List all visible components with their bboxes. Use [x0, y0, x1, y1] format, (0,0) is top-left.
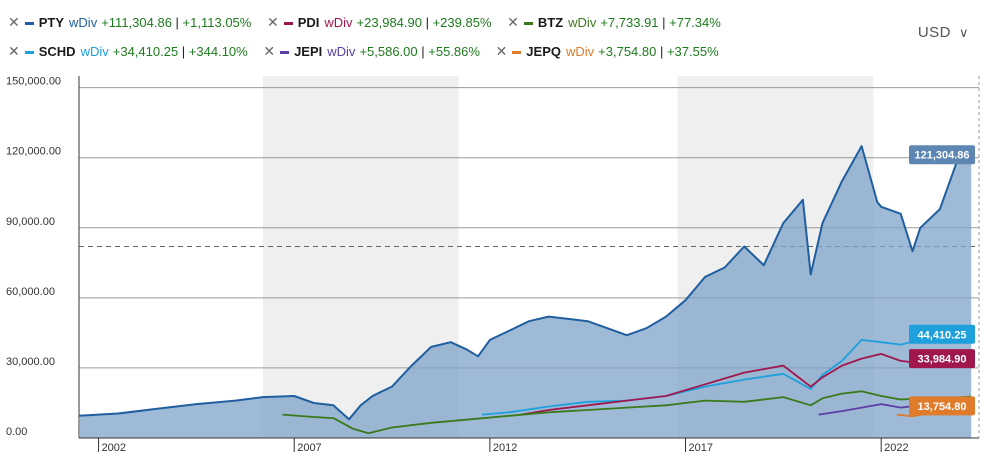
legend-ticker: JEPI — [294, 44, 323, 59]
legend-ticker: PTY — [38, 15, 65, 30]
series-swatch — [523, 22, 533, 26]
x-tick-label: 2007 — [297, 442, 321, 454]
legend-pct: +55.86% — [428, 44, 480, 59]
legend-change: +3,754.80 — [598, 44, 657, 59]
remove-series-icon[interactable]: ✕ — [507, 14, 519, 30]
remove-series-icon[interactable]: ✕ — [263, 43, 276, 59]
legend-pct: +37.55% — [666, 44, 719, 59]
series-swatch — [512, 51, 522, 55]
y-tick-label: 120,000.00 — [6, 146, 61, 158]
legend-item-btz[interactable]: ✕ BTZ wDiv +7,733.91 | +77.34% — [507, 14, 721, 30]
value-flag: 44,410.25 — [909, 324, 975, 344]
series-swatch — [283, 22, 293, 26]
series-swatch — [24, 51, 34, 55]
legend-ticker: BTZ — [537, 15, 564, 30]
value-flag-box — [909, 324, 975, 344]
legend-change: +111,304.86 — [101, 15, 172, 30]
value-flag-label: 121,304.86 — [914, 150, 969, 162]
series-line-pty — [78, 145, 972, 421]
currency-label: USD — [917, 24, 951, 41]
legend-change: +5,586.00 — [359, 44, 418, 59]
legend-change: +7,733.91 — [600, 15, 659, 30]
x-tick-label: 2022 — [884, 442, 908, 454]
value-flag-box — [909, 396, 975, 416]
series-line-pdi — [521, 353, 972, 416]
legend-div: wDiv — [565, 44, 595, 59]
legend-item-jepi[interactable]: ✕ JEPI wDiv +5,586.00 | +55.86% — [263, 43, 480, 59]
legend-div: wDiv — [80, 44, 109, 59]
legend-pct: +344.10% — [188, 44, 248, 59]
legend-ticker: PDI — [297, 15, 320, 30]
value-flag-label: 13,754.80 — [918, 401, 967, 413]
y-tick-label: 60,000.00 — [6, 286, 55, 298]
y-tick-label: 30,000.00 — [6, 356, 55, 368]
legend-pct: +239.85% — [432, 15, 492, 30]
x-tick-label: 2002 — [102, 442, 126, 454]
legend-div: wDiv — [324, 15, 353, 30]
currency-selector[interactable]: USD ∨ — [918, 24, 969, 41]
legend-item-jepq[interactable]: ✕ JEPQ wDiv +3,754.80 | +37.55% — [495, 43, 719, 59]
value-flag: 121,304.86 — [909, 145, 975, 165]
legend-ticker: SCHD — [38, 44, 76, 59]
legend-ticker: JEPQ — [526, 44, 561, 59]
legend-pct: +1,113.05% — [182, 15, 252, 30]
series-swatch — [24, 22, 34, 26]
remove-series-icon[interactable]: ✕ — [495, 43, 508, 59]
legend-change: +23,984.90 — [356, 15, 422, 30]
y-tick-label: 150,000.00 — [6, 76, 61, 88]
value-flag-box — [909, 145, 975, 165]
legend-pct: +77.34% — [669, 15, 721, 30]
remove-series-icon[interactable]: ✕ — [266, 14, 279, 30]
x-tick-label: 2017 — [689, 442, 713, 454]
chevron-down-icon: ∨ — [958, 25, 969, 40]
y-tick-label: 0.00 — [6, 426, 27, 438]
remove-series-icon[interactable]: ✕ — [8, 43, 20, 59]
value-flag: 33,984.90 — [909, 349, 975, 369]
series-line-btz — [282, 390, 972, 435]
legend-div: wDiv — [327, 44, 356, 59]
chart-legend: ✕ PTY wDiv +111,304.86 | +1,113.05% ✕ PDI wDi… — [8, 8, 888, 66]
value-flag-label: 33,984.90 — [918, 354, 967, 366]
legend-item-pty[interactable]: ✕ PTY wDiv +111,304.86 | +1,113.05% — [8, 14, 252, 30]
y-tick-label: 90,000.00 — [6, 216, 55, 228]
series-area-pty — [79, 146, 972, 438]
series-line-schd — [481, 327, 972, 416]
series-swatch — [280, 51, 290, 55]
value-flag: 13,754.80 — [909, 396, 975, 416]
remove-series-icon[interactable]: ✕ — [8, 14, 20, 30]
value-flag-box — [909, 349, 975, 369]
legend-div: wDiv — [69, 15, 98, 30]
x-tick-label: 2012 — [493, 442, 517, 454]
legend-item-pdi[interactable]: ✕ PDI wDiv +23,984.90 | +239.85% — [266, 14, 492, 30]
legend-item-schd[interactable]: ✕ SCHD wDiv +34,410.25 | +344.10% — [8, 43, 248, 59]
legend-div: wDiv — [568, 15, 597, 30]
value-flag-label: 44,410.25 — [918, 329, 967, 341]
legend-change: +34,410.25 — [112, 44, 179, 59]
